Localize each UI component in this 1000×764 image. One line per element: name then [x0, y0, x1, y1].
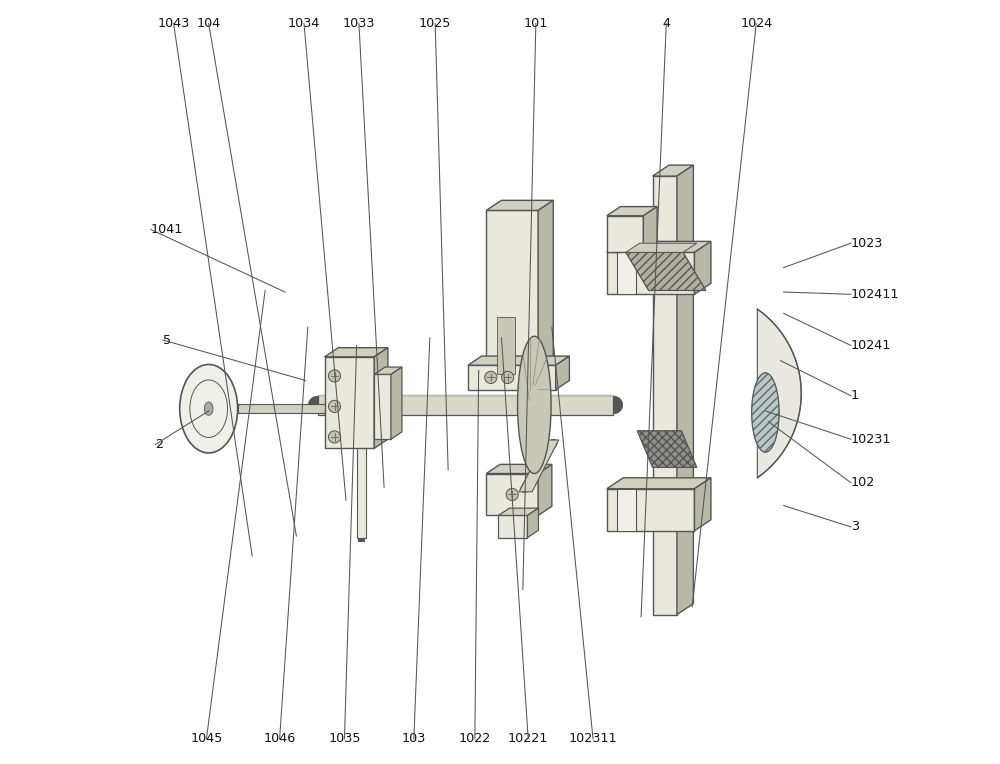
Text: 102: 102 — [851, 476, 875, 489]
Polygon shape — [468, 365, 556, 390]
Text: 102311: 102311 — [569, 733, 617, 746]
Polygon shape — [694, 241, 711, 294]
Text: 1046: 1046 — [263, 733, 296, 746]
Polygon shape — [538, 200, 553, 374]
Polygon shape — [318, 395, 613, 415]
Text: 101: 101 — [524, 17, 548, 30]
Text: 2: 2 — [155, 438, 163, 451]
Circle shape — [485, 371, 497, 384]
Text: 1034: 1034 — [288, 17, 320, 30]
Polygon shape — [626, 252, 706, 290]
Polygon shape — [498, 508, 538, 516]
Circle shape — [328, 370, 341, 382]
Polygon shape — [617, 489, 636, 531]
Text: 102411: 102411 — [851, 288, 899, 301]
Text: 10231: 10231 — [851, 432, 891, 445]
Text: 1041: 1041 — [151, 223, 183, 236]
Text: 1025: 1025 — [419, 17, 451, 30]
Polygon shape — [374, 348, 388, 448]
Ellipse shape — [204, 402, 213, 416]
Text: 4: 4 — [662, 17, 670, 30]
Polygon shape — [653, 165, 693, 176]
Polygon shape — [486, 210, 538, 374]
Text: 1022: 1022 — [459, 733, 491, 746]
Ellipse shape — [518, 336, 551, 474]
Polygon shape — [677, 165, 693, 614]
Text: 1: 1 — [851, 389, 859, 402]
Polygon shape — [607, 489, 694, 531]
Polygon shape — [238, 404, 325, 413]
Polygon shape — [519, 440, 559, 492]
Polygon shape — [527, 508, 538, 538]
Polygon shape — [607, 206, 657, 215]
Polygon shape — [486, 200, 553, 210]
Text: 1035: 1035 — [328, 733, 361, 746]
Polygon shape — [607, 252, 694, 294]
Text: 1023: 1023 — [851, 237, 883, 250]
Text: 103: 103 — [402, 733, 426, 746]
Polygon shape — [498, 516, 527, 538]
Polygon shape — [607, 215, 643, 252]
Polygon shape — [757, 309, 801, 478]
Polygon shape — [325, 357, 374, 448]
Text: 1045: 1045 — [190, 733, 223, 746]
Ellipse shape — [180, 364, 238, 453]
Polygon shape — [497, 317, 515, 374]
Polygon shape — [607, 478, 711, 489]
Polygon shape — [486, 474, 538, 516]
Circle shape — [502, 371, 514, 384]
Text: 104: 104 — [197, 17, 221, 30]
Polygon shape — [626, 243, 697, 252]
Ellipse shape — [752, 373, 779, 452]
Polygon shape — [468, 356, 569, 365]
Circle shape — [506, 488, 518, 500]
Text: 1043: 1043 — [157, 17, 190, 30]
Polygon shape — [694, 478, 711, 531]
Polygon shape — [374, 367, 402, 374]
Circle shape — [328, 431, 341, 443]
Polygon shape — [617, 252, 636, 294]
Polygon shape — [486, 465, 552, 474]
Text: 1033: 1033 — [343, 17, 375, 30]
Polygon shape — [653, 176, 677, 614]
Circle shape — [328, 400, 341, 413]
Polygon shape — [391, 367, 402, 439]
Text: 1024: 1024 — [740, 17, 772, 30]
Polygon shape — [374, 374, 391, 439]
Text: 10221: 10221 — [508, 733, 548, 746]
Polygon shape — [325, 348, 388, 357]
Polygon shape — [357, 390, 366, 538]
Polygon shape — [607, 241, 711, 252]
Polygon shape — [637, 431, 697, 468]
Polygon shape — [538, 465, 552, 516]
Text: 3: 3 — [851, 520, 859, 533]
Polygon shape — [643, 206, 657, 252]
Text: 5: 5 — [163, 334, 171, 347]
Text: 10241: 10241 — [851, 339, 891, 352]
Polygon shape — [556, 356, 569, 390]
